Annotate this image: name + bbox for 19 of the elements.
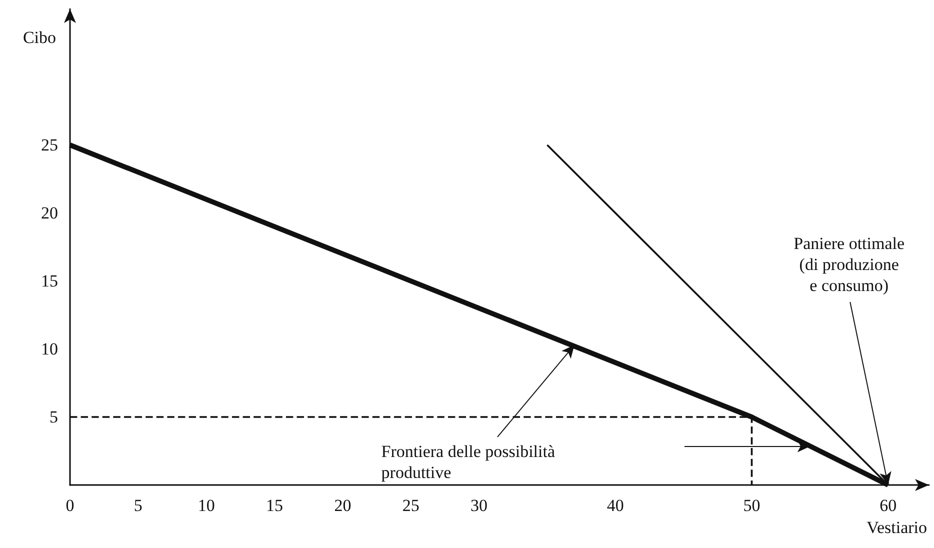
x-tick-label: 15 <box>266 496 284 515</box>
y-tick-label: 5 <box>50 408 58 426</box>
x-tick-label: 5 <box>134 496 142 515</box>
annotation: Frontiera delle possibilità produttive <box>381 442 556 482</box>
x-tick-label: 25 <box>402 496 420 515</box>
x-tick-label: 20 <box>334 496 352 515</box>
x-tick-label: 60 <box>880 496 897 515</box>
x-tick-label: 40 <box>606 496 624 515</box>
x-tick-label: 50 <box>743 496 760 515</box>
y-tick-label: 20 <box>41 204 58 222</box>
x-tick-label: 0 <box>66 496 74 515</box>
y-tick-label: 25 <box>41 136 58 154</box>
x-tick-label: 10 <box>198 496 215 515</box>
y-axis-title: Cibo <box>22 28 56 47</box>
y-tick-label: 10 <box>41 340 58 358</box>
annotation: Paniere ottimale (di produzione e consumo) <box>794 234 905 296</box>
y-tick-label: 15 <box>41 272 58 290</box>
x-tick-label: 30 <box>470 496 488 515</box>
x-axis-title: Vestiario <box>866 518 927 537</box>
